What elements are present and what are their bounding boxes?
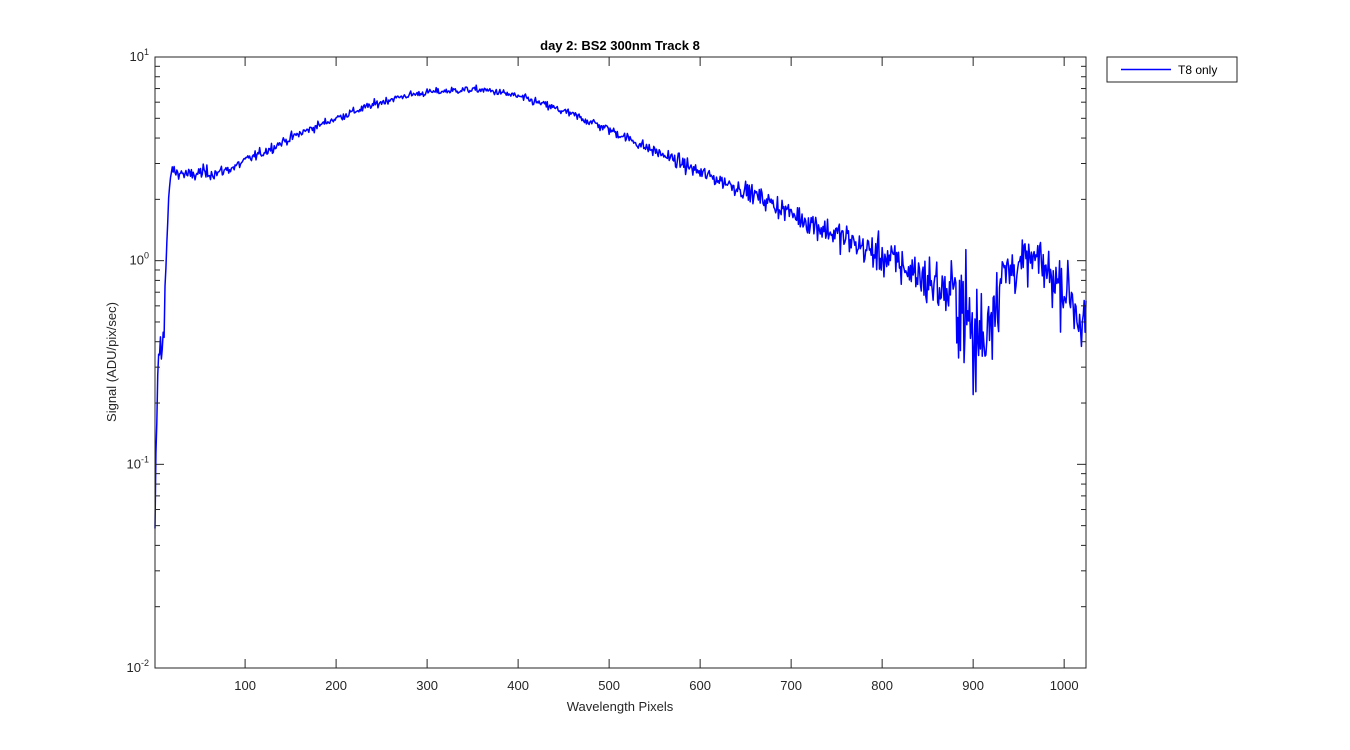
series-line-t8-only — [154, 84, 1087, 529]
x-tick-label: 700 — [780, 678, 802, 693]
plot-area: 100 200 300 400 500 600 700 800 900 100010-210-11… — [127, 47, 1087, 693]
chart-title: day 2: BS2 300nm Track 8 — [540, 38, 700, 53]
x-tick-label: 200 — [325, 678, 347, 693]
x-tick-label: 1000 — [1050, 678, 1079, 693]
x-tick-label: 300 — [416, 678, 438, 693]
legend: T8 only — [1106, 56, 1238, 83]
series-layer — [154, 84, 1087, 529]
y-axis-label: Signal (ADU/pix/sec) — [104, 302, 119, 422]
x-tick-label: 400 — [507, 678, 529, 693]
x-tick-label: 100 — [234, 678, 256, 693]
x-tick-label: 500 — [598, 678, 620, 693]
plot-background — [155, 57, 1086, 668]
ticks-layer: 100 200 300 400 500 600 700 800 900 100010-210-11… — [127, 47, 1086, 693]
x-tick-label: 900 — [962, 678, 984, 693]
x-tick-label: 600 — [689, 678, 711, 693]
x-tick-label: 800 — [871, 678, 893, 693]
axes-box — [154, 56, 1087, 669]
x-axis-label: Wavelength Pixels — [567, 699, 674, 714]
legend-entry-t8-only: T8 only — [1178, 63, 1217, 77]
